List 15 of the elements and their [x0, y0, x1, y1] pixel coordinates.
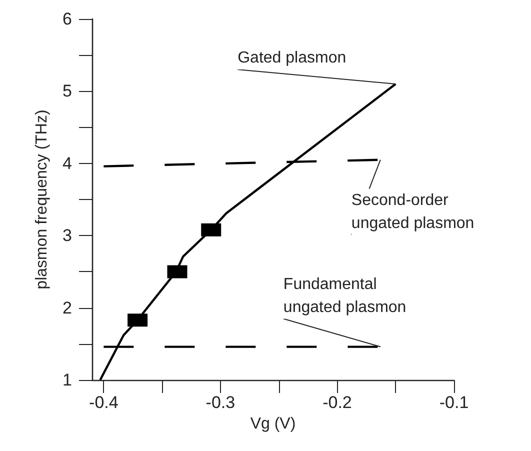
- x-tick-label: -0.1: [439, 393, 469, 412]
- y-tick-label: 6: [62, 10, 72, 28]
- y-tick-label: 5: [62, 82, 72, 101]
- series-label: Second-order ungated plasmon: [351, 192, 474, 232]
- y-tick-label: 3: [62, 226, 72, 246]
- text: Gated plasmon: [238, 49, 346, 66]
- y-tick-label: 4: [62, 154, 72, 173]
- y-tick-label: 1: [62, 370, 72, 390]
- x-tick-label: -0.4: [89, 393, 118, 412]
- x-axis-title: Vg (V): [250, 416, 296, 432]
- y-axis-title: plasmon frequency (THz): [34, 110, 50, 290]
- x-tick-label: -0.3: [206, 393, 236, 412]
- series-label: Fundamental ungated plasmon: [283, 276, 406, 316]
- y-tick-label: 2: [62, 298, 72, 318]
- x-tick-label: -0.2: [322, 393, 352, 412]
